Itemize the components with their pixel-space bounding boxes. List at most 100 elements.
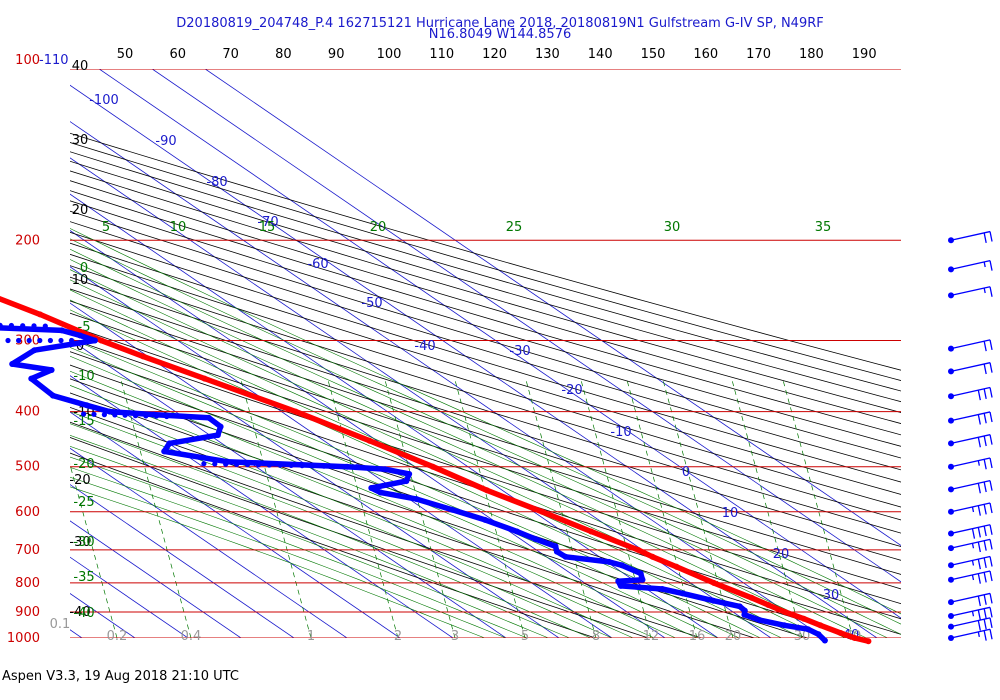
dewpoint-profile-point xyxy=(639,576,646,583)
dewpoint-profile-point xyxy=(161,448,168,455)
isotherm-label: -100 xyxy=(89,93,119,108)
dewpoint-profile-point xyxy=(377,489,384,496)
isotherm-label: 10 xyxy=(722,506,739,521)
dewpoint-profile-point xyxy=(382,466,389,473)
dewpoint-dotted-point xyxy=(299,463,305,469)
pressure-label: 500 xyxy=(15,460,40,475)
dewpoint-profile-point xyxy=(48,367,55,373)
left-axis-tick: 10 xyxy=(72,273,89,288)
theta-label: 35 xyxy=(815,220,832,235)
mixing-ratio-label: 30 xyxy=(794,629,811,644)
sounding-profiles xyxy=(0,295,872,645)
isotherm-line xyxy=(70,121,825,638)
dewpoint-profile-point xyxy=(805,626,811,633)
moist-adiabat-line xyxy=(70,248,901,635)
temperature-profile-point xyxy=(140,353,147,360)
top-axis-tick: 70 xyxy=(222,47,239,62)
isotherm-label: 20 xyxy=(773,547,790,562)
left-axis-tick: 40 xyxy=(72,59,89,74)
chart-title-line2: N16.8049 W144.8576 xyxy=(428,27,572,42)
dewpoint-profile-point xyxy=(368,485,375,491)
temperature-profile-point xyxy=(366,437,373,444)
dry-adiabat-line xyxy=(70,436,650,638)
wind-barb xyxy=(948,286,993,299)
moist-adiabat-label: -35 xyxy=(73,570,94,585)
top-axis-tick: 80 xyxy=(275,47,292,62)
top-axis-tick: 140 xyxy=(588,47,613,62)
top-axis-tick: 190 xyxy=(852,47,877,62)
wind-barb xyxy=(948,480,993,494)
dewpoint-profile-point xyxy=(482,516,489,523)
dewpoint-profile-point xyxy=(617,582,624,589)
isotherm-line xyxy=(70,229,666,638)
dewpoint-profile-point xyxy=(514,528,520,535)
dry-adiabat-line xyxy=(70,406,756,638)
dewpoint-profile-point xyxy=(31,347,38,354)
dry-adiabat-line xyxy=(70,288,901,548)
dewpoint-profile-point xyxy=(736,603,743,610)
dewpoint-profile-point xyxy=(83,402,90,409)
dry-adiabat-line xyxy=(70,170,901,413)
mixing-ratio-label: 16 xyxy=(689,629,706,644)
dry-adiabat-line xyxy=(70,325,901,590)
dewpoint-profile-point xyxy=(615,578,622,585)
mixing-ratio-line xyxy=(454,379,526,638)
isotherm-label: -10 xyxy=(610,425,631,440)
dewpoint-dotted-point xyxy=(42,323,48,329)
moist-adiabat-line xyxy=(70,370,698,638)
moist-adiabat-label: -10 xyxy=(73,369,94,384)
moist-adiabat-line xyxy=(70,476,507,638)
top-axis-tick: 170 xyxy=(746,47,771,62)
isotherm-label: -60 xyxy=(307,257,328,272)
mixing-ratio-label: 3 xyxy=(451,629,459,644)
isotherm-line xyxy=(152,69,901,583)
temperature-profile-point xyxy=(201,375,208,382)
temperature-profile-point xyxy=(98,337,105,344)
dewpoint-dotted-point xyxy=(31,323,37,329)
dewpoint-dotted-point xyxy=(234,461,240,467)
temperature-profile-point xyxy=(588,528,595,535)
pressure-label: 1000 xyxy=(7,631,40,646)
dewpoint-profile-point xyxy=(58,327,65,334)
dewpoint-profile-point xyxy=(9,361,16,367)
isotherm-line xyxy=(70,157,772,638)
dewpoint-dotted-point xyxy=(310,463,316,469)
moist-adiabat-label: -40 xyxy=(73,606,94,621)
wind-barb xyxy=(948,592,993,607)
isotherm-label: -40 xyxy=(414,339,435,354)
moist-adiabat-line xyxy=(70,279,846,638)
moist-adiabat-line xyxy=(70,355,719,638)
dry-adiabat-line xyxy=(70,200,901,447)
pressure-label: 900 xyxy=(15,605,40,620)
temperature-profile-point xyxy=(817,622,824,629)
temperature-profile-point xyxy=(765,602,772,608)
temperature-profile-point xyxy=(292,408,299,415)
dewpoint-profile-point xyxy=(606,558,612,565)
isotherm-label: -20 xyxy=(561,383,582,398)
wind-barb xyxy=(948,457,993,470)
pressure-label: 400 xyxy=(15,405,40,420)
wind-barb xyxy=(948,362,993,375)
dewpoint-dotted-point xyxy=(266,462,272,468)
isotherm-label: -50 xyxy=(361,296,382,311)
dewpoint-profile-point xyxy=(214,432,221,439)
moist-adiabat-line xyxy=(70,338,762,638)
dewpoint-dotted-point xyxy=(8,322,14,329)
mixing-ratio-label: 2 xyxy=(394,629,402,644)
dewpoint-dotted-point xyxy=(354,464,360,470)
dewpoint-profile-point xyxy=(618,562,625,569)
dewpoint-profile-point xyxy=(552,543,559,550)
pressure-label: 700 xyxy=(15,543,40,558)
moist-adiabat-line xyxy=(70,446,571,638)
isotherm-label: -80 xyxy=(206,175,227,190)
dewpoint-dotted-point xyxy=(91,411,97,417)
dewpoint-profile-point xyxy=(756,617,763,624)
isotherm-line xyxy=(70,411,401,638)
dewpoint-profile-point xyxy=(205,414,212,421)
left-axis-tick: -40 xyxy=(69,605,90,620)
dry-adiabat-line xyxy=(70,160,901,403)
moist-adiabat-line xyxy=(70,434,592,638)
moist-adiabat-line xyxy=(70,385,677,638)
dry-adiabat-line xyxy=(70,265,901,521)
dewpoint-dotted-point xyxy=(112,412,118,418)
